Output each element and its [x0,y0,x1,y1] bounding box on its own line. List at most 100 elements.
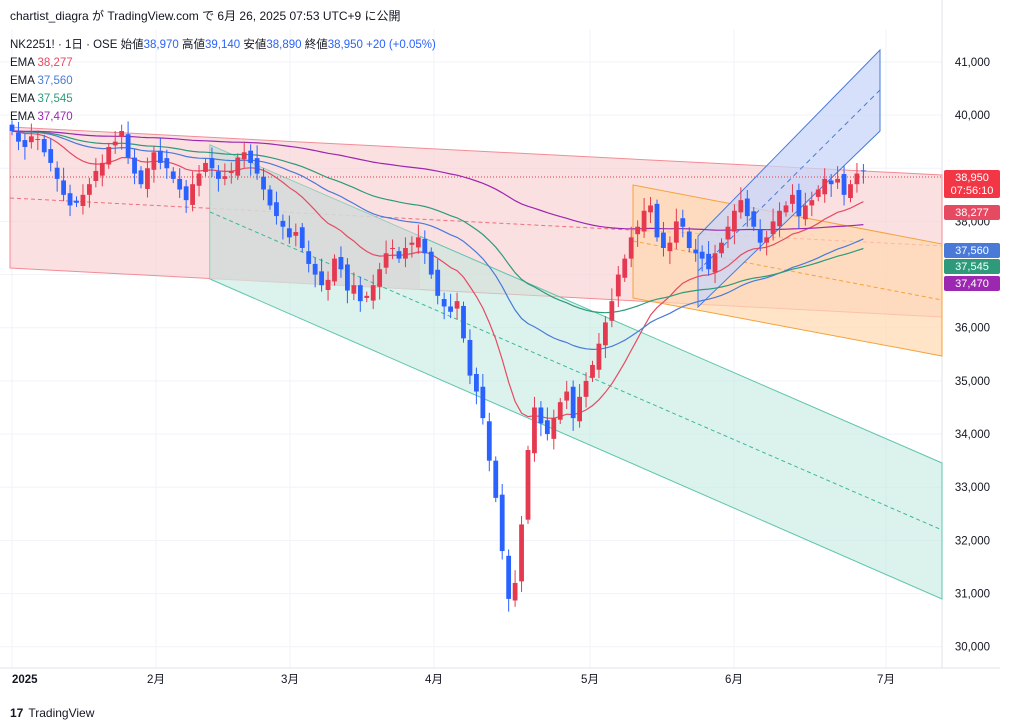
x-tick-label: 5月 [581,674,599,686]
y-tick-label: 32,000 [955,535,990,547]
candle-body [706,253,711,270]
candle-body [590,364,595,378]
candle-body [474,373,479,392]
candle-body [699,251,705,259]
candle-body [183,186,189,201]
candle-body [435,269,441,296]
candle-body [216,171,221,179]
open-label: 始値 [120,39,144,51]
candle-body [132,157,137,174]
ohlc-row: NK2251! · 1日 · OSE 始値38,970 高値39,140 安値3… [10,36,436,54]
candle-body [9,124,15,132]
candle-body [557,402,563,420]
ema-label: EMA [10,57,35,69]
footer-brand[interactable]: 17 TradingView [10,706,94,720]
candle-body [351,285,357,294]
candle-body [738,200,744,213]
x-tick-label: 7月 [877,674,895,686]
ema-label: EMA [10,111,35,123]
candle-body [648,205,653,213]
candle-body [48,149,54,163]
tradingview-logo-icon: 17 [10,706,24,720]
candle-body [93,170,99,181]
candle-body [835,178,840,183]
candle-body [383,253,389,268]
close-value: 38,950 [327,39,363,51]
ema-tag-3-text: 37,545 [955,261,989,273]
x-tick-label: 2月 [147,674,165,686]
candle-body [306,251,312,264]
candle-body [164,158,170,169]
ema-row-4[interactable]: EMA 37,470 [10,108,436,126]
ema-tag-4-text: 37,470 [955,278,989,290]
candle-body [661,232,666,248]
candle-body [22,140,28,147]
candle-body [848,184,853,199]
ema-row-3[interactable]: EMA 37,545 [10,90,436,108]
ema-tag-1-text: 38,277 [955,207,989,219]
candle-body [673,221,679,243]
candle-body [680,218,686,227]
candle-body [222,176,228,179]
candle-body [274,202,279,217]
candle-body [441,299,447,307]
candle-body [364,295,370,298]
candle-body [241,152,247,160]
y-tick-label: 40,000 [955,110,990,122]
channels [9,48,943,600]
candle-body [628,237,634,259]
ema-row-1[interactable]: EMA 38,277 [10,54,436,72]
candle-body [790,194,795,204]
candle-body [422,238,428,254]
candle-body [228,170,234,174]
ema-tag-4 [944,276,1000,291]
y-tick-label: 41,000 [955,57,990,69]
candle-body [209,158,215,169]
candle-body [157,150,163,163]
candle-body [16,132,21,142]
candle-body [170,171,176,179]
ema-tag-2 [944,243,1000,258]
candle-body [145,168,150,189]
candle-body [809,200,815,206]
ema-value: 37,545 [37,93,73,105]
y-tick-label: 33,000 [955,482,990,494]
candle-body [74,200,79,203]
candle-body [480,386,486,419]
candle-body [519,524,524,582]
candle-body [325,279,331,290]
candle-body [319,271,324,286]
candle-body [61,180,66,195]
candle-body [757,229,763,243]
candle-body [280,220,286,227]
brand-name: TradingView [28,706,95,720]
candle-body [564,391,570,401]
candle-body [190,184,195,205]
candle-body [777,210,782,227]
close-label: 終値 [304,39,328,51]
candle-body [332,258,337,282]
candle-body [841,174,847,195]
candle-body [854,173,860,185]
candle-body [802,205,808,220]
candle-body [641,210,647,232]
y-tick-label: 30,000 [955,642,990,654]
candle-body [235,157,241,176]
low-label: 安値 [243,39,267,51]
y-axis: 30,000 31,000 32,000 33,000 34,000 35,000 36,0… [955,57,990,654]
candle-body [815,189,821,197]
candle-body [770,221,776,235]
teal-channel-mid [209,211,943,531]
symbol[interactable]: NK2251! · 1日 · OSE [10,39,118,51]
candle-body [622,258,628,278]
candle-body [28,136,34,143]
candle-body [448,306,453,312]
ema-row-2[interactable]: EMA 37,560 [10,72,436,90]
candle-body [415,237,421,248]
candle-body [370,285,376,301]
candles [9,120,866,612]
high-label: 高値 [181,39,205,51]
last-price-tag-text: 38,950 [955,172,989,184]
ema-tag-1 [944,205,1000,220]
